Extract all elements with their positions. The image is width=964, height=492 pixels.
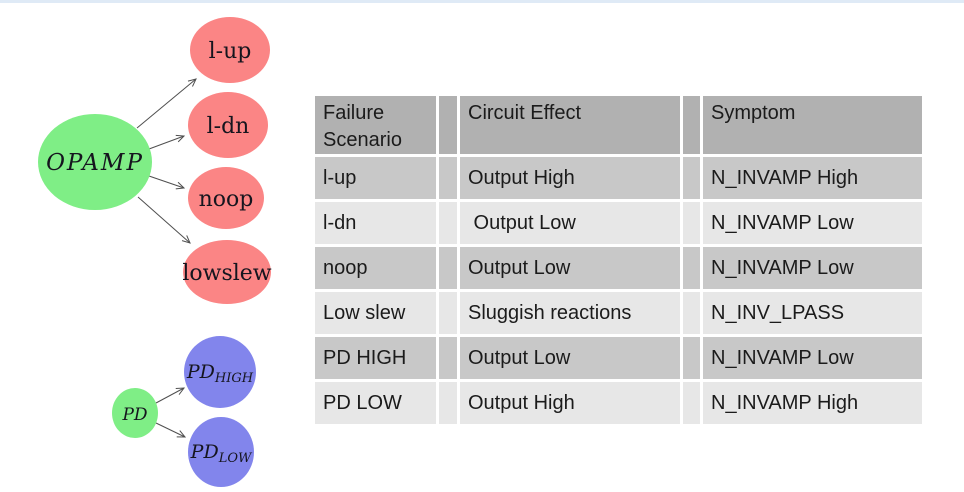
edge-opamp-lowslew <box>137 196 191 244</box>
cell-scenario: PD HIGH <box>315 337 436 379</box>
node-pd-label: PD <box>121 405 147 425</box>
header-spacer-2 <box>683 96 700 154</box>
cell-spacer <box>683 382 700 424</box>
cell-effect: Output High <box>460 157 680 199</box>
node-pd-low <box>188 417 254 487</box>
cell-spacer <box>439 337 457 379</box>
header-failure-scenario: Failure Scenario <box>315 96 436 154</box>
cell-effect: Output Low <box>460 247 680 289</box>
node-l-dn <box>188 92 268 158</box>
cell-scenario: PD LOW <box>315 382 436 424</box>
node-opamp <box>38 114 152 210</box>
cell-symptom: N_INVAMP Low <box>703 247 922 289</box>
cell-symptom: N_INVAMP Low <box>703 337 922 379</box>
cell-effect: Output Low <box>460 337 680 379</box>
cell-spacer <box>439 382 457 424</box>
cell-effect: Output Low <box>460 202 680 244</box>
cell-scenario: noop <box>315 247 436 289</box>
cell-symptom: N_INVAMP High <box>703 157 922 199</box>
cell-spacer <box>439 247 457 289</box>
fault-tree-diagram: OPAMP l-up l-dn noop lowslew PD PDHIGH P… <box>38 17 272 487</box>
cell-symptom: N_INV_LPASS <box>703 292 922 334</box>
node-pd-high-label: PDHIGH <box>186 361 254 386</box>
edge-pd-high <box>155 387 186 404</box>
cell-effect: Sluggish reactions <box>460 292 680 334</box>
header-spacer-1 <box>439 96 457 154</box>
node-l-dn-label: l-dn <box>207 114 250 139</box>
cell-scenario: l-dn <box>315 202 436 244</box>
node-noop <box>188 167 264 229</box>
node-lowslew <box>183 240 271 304</box>
edge-pd-low <box>155 422 187 438</box>
cell-effect: Output High <box>460 382 680 424</box>
node-lowslew-label: lowslew <box>182 261 271 286</box>
edge-opamp-ldn <box>148 134 186 150</box>
cell-scenario: l-up <box>315 157 436 199</box>
header-circuit-effect: Circuit Effect <box>460 96 680 154</box>
cell-spacer <box>683 157 700 199</box>
node-l-up-label: l-up <box>209 39 252 64</box>
cell-scenario: Low slew <box>315 292 436 334</box>
header-symptom: Symptom <box>703 96 922 154</box>
cell-spacer <box>683 337 700 379</box>
edge-opamp-lup <box>136 78 197 129</box>
cell-symptom: N_INVAMP Low <box>703 202 922 244</box>
cell-spacer <box>683 247 700 289</box>
cell-spacer <box>439 157 457 199</box>
node-l-up <box>190 17 270 83</box>
cell-spacer <box>683 202 700 244</box>
edge-opamp-noop <box>148 175 186 190</box>
window-top-border <box>0 0 964 3</box>
cell-spacer <box>683 292 700 334</box>
cell-spacer <box>439 292 457 334</box>
cell-spacer <box>439 202 457 244</box>
node-pd-low-label: PDLOW <box>190 441 253 466</box>
node-opamp-label: OPAMP <box>46 150 144 176</box>
failure-table: Failure Scenario Circuit Effect Symptom … <box>315 96 922 424</box>
node-pd <box>112 388 158 438</box>
node-pd-high <box>184 336 256 408</box>
cell-symptom: N_INVAMP High <box>703 382 922 424</box>
node-noop-label: noop <box>199 187 254 212</box>
